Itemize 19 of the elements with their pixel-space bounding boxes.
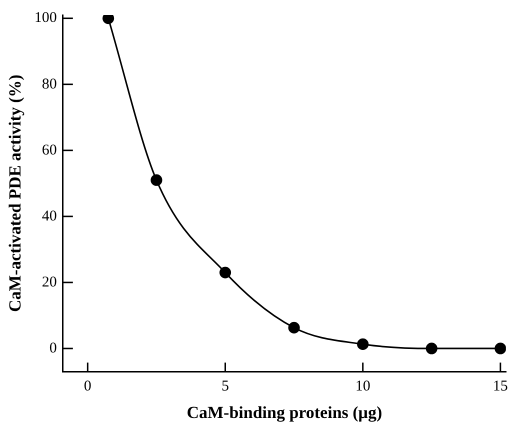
x-tick-label: 10 <box>355 378 370 395</box>
point <box>102 15 114 24</box>
x-tick-label: 5 <box>222 378 229 395</box>
y-tick-label: 20 <box>42 274 57 290</box>
y-tick-label: 40 <box>42 208 57 224</box>
x-tick-label: 0 <box>84 378 92 395</box>
point <box>150 174 162 186</box>
point <box>494 342 506 354</box>
point <box>219 266 232 278</box>
y-tick-label: 80 <box>42 76 57 92</box>
point <box>357 338 369 350</box>
y-tick-label: 0 <box>49 340 57 356</box>
x-tick-label: 15 <box>492 378 508 395</box>
point <box>288 322 300 334</box>
x-axis-title: CaM-binding proteins (μg) <box>186 403 382 422</box>
y-tick-label: 60 <box>42 142 57 158</box>
y-tick-label: 100 <box>34 10 57 26</box>
y-axis-title: CaM-activated PDE activity (%) <box>6 74 25 312</box>
point <box>426 342 438 354</box>
